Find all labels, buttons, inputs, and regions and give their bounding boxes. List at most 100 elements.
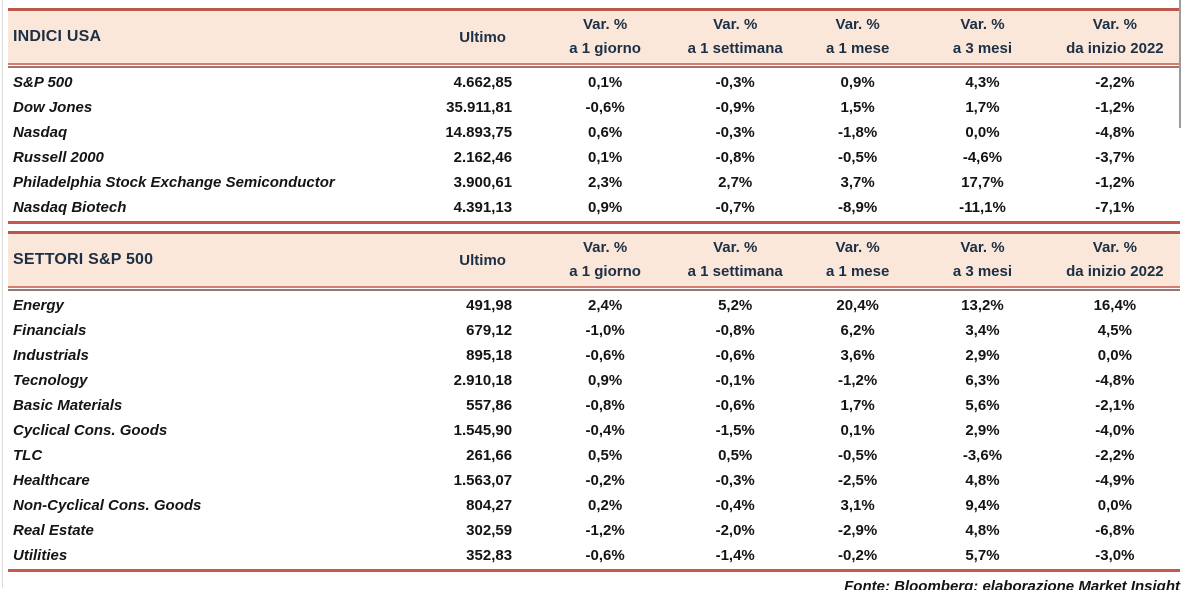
- table-row: Philadelphia Stock Exchange Semiconducto…: [8, 170, 1180, 195]
- var-period: a 1 giorno: [569, 263, 641, 280]
- var-period: da inizio 2022: [1066, 263, 1164, 280]
- row-ultimo-value: 491,98: [466, 297, 513, 314]
- row-var-1-settimana: 2,7%: [718, 174, 753, 191]
- row-var-1-settimana: -0,3%: [715, 124, 755, 141]
- var-label: Var. %: [583, 239, 628, 256]
- var-period: a 3 mesi: [952, 40, 1013, 57]
- row-ultimo-value: 4.391,13: [453, 199, 513, 216]
- row-var-inizio-2022: -1,2%: [1095, 99, 1135, 116]
- row-var-inizio-2022: 4,5%: [1097, 322, 1132, 339]
- row-label: Dow Jones: [13, 99, 93, 116]
- table-row: Nasdaq Biotech 4.391,13 0,9% -0,7% -8,9%…: [8, 195, 1180, 220]
- row-var-inizio-2022: -1,2%: [1095, 174, 1135, 191]
- row-var-1-mese: 0,9%: [840, 74, 875, 91]
- row-var-1-giorno: 2,4%: [588, 297, 623, 314]
- row-label: Energy: [13, 297, 64, 314]
- row-var-inizio-2022: -2,1%: [1095, 397, 1135, 414]
- table-body-settori-sp500: Energy 491,98 2,4% 5,2% 20,4% 13,2% 16,4…: [8, 291, 1180, 572]
- row-ultimo-value: 35.911,81: [446, 99, 513, 116]
- row-var-1-settimana: -0,6%: [715, 347, 755, 364]
- row-label: Financials: [13, 322, 87, 339]
- section-header-rule: SETTORI S&P 500 Ultimo Var. % a 1 giorno…: [8, 231, 1180, 291]
- row-var-1-settimana: -0,1%: [715, 372, 755, 389]
- var-label: Var. %: [960, 16, 1005, 33]
- var-period: a 1 giorno: [569, 40, 641, 57]
- section-indici-usa: INDICI USA Ultimo Var. % a 1 giorno Var.…: [8, 8, 1180, 224]
- var-period: a 3 mesi: [952, 263, 1013, 280]
- row-var-1-giorno: 0,9%: [588, 372, 623, 389]
- row-var-inizio-2022: -6,8%: [1095, 522, 1135, 539]
- table-row: Real Estate 302,59 -1,2% -2,0% -2,9% 4,8…: [8, 518, 1180, 543]
- row-var-inizio-2022: -2,2%: [1095, 447, 1135, 464]
- row-var-3-mesi: 2,9%: [965, 422, 1000, 439]
- col-header-var-1-settimana: Var. % a 1 settimana: [670, 236, 800, 284]
- row-var-1-settimana: -1,4%: [715, 547, 755, 564]
- var-label: Var. %: [583, 16, 628, 33]
- row-var-1-settimana: -0,8%: [715, 322, 755, 339]
- row-var-3-mesi: -4,6%: [962, 149, 1003, 166]
- row-var-3-mesi: 3,4%: [965, 322, 1000, 339]
- row-var-inizio-2022: -7,1%: [1095, 199, 1135, 216]
- row-var-1-settimana: 5,2%: [718, 297, 753, 314]
- col-header-var-1-mese: Var. % a 1 mese: [800, 13, 915, 61]
- row-ultimo-value: 679,12: [466, 322, 513, 339]
- var-period: a 1 settimana: [687, 40, 783, 57]
- row-var-1-mese: -2,5%: [838, 472, 878, 489]
- var-period: a 1 settimana: [687, 263, 783, 280]
- col-header-var-1-giorno: Var. % a 1 giorno: [540, 13, 670, 61]
- row-var-1-giorno: -0,8%: [585, 397, 625, 414]
- row-var-inizio-2022: -4,0%: [1095, 422, 1135, 439]
- row-var-1-mese: 3,7%: [840, 174, 875, 191]
- table-row: Tecnology 2.910,18 0,9% -0,1% -1,2% 6,3%…: [8, 368, 1180, 393]
- table-body-indici-usa: S&P 500 4.662,85 0,1% -0,3% 0,9% 4,3% -2…: [8, 68, 1180, 224]
- row-var-1-settimana: 0,5%: [718, 447, 753, 464]
- row-ultimo-value: 804,27: [466, 497, 513, 514]
- row-var-inizio-2022: -4,8%: [1095, 372, 1135, 389]
- row-var-3-mesi: 2,9%: [965, 347, 1000, 364]
- section-header: INDICI USA Ultimo Var. % a 1 giorno Var.…: [8, 8, 1180, 65]
- row-var-1-settimana: -0,9%: [715, 99, 755, 116]
- col-header-var-1-giorno: Var. % a 1 giorno: [540, 236, 670, 284]
- row-ultimo-value: 1.563,07: [453, 472, 513, 489]
- row-var-1-giorno: 0,5%: [588, 447, 623, 464]
- row-var-inizio-2022: -3,0%: [1095, 547, 1135, 564]
- row-var-3-mesi: 4,8%: [965, 522, 1000, 539]
- row-var-1-settimana: -0,6%: [715, 397, 755, 414]
- row-var-1-giorno: -1,2%: [585, 522, 625, 539]
- row-label: Non-Cyclical Cons. Goods: [13, 497, 202, 514]
- row-var-3-mesi: -11,1%: [959, 199, 1006, 216]
- var-label: Var. %: [1092, 16, 1137, 33]
- row-var-1-settimana: -0,7%: [715, 199, 755, 216]
- row-label: Industrials: [13, 347, 89, 364]
- row-var-1-giorno: 0,2%: [588, 497, 623, 514]
- section-header-rule: INDICI USA Ultimo Var. % a 1 giorno Var.…: [8, 8, 1180, 68]
- var-label: Var. %: [1092, 239, 1137, 256]
- row-var-1-settimana: -0,3%: [715, 74, 755, 91]
- right-edge-line: [1179, 0, 1181, 128]
- row-ultimo-value: 557,86: [466, 397, 513, 414]
- row-var-1-mese: 3,6%: [840, 347, 875, 364]
- row-label: Tecnology: [13, 372, 88, 389]
- row-var-3-mesi: 1,7%: [965, 99, 1000, 116]
- row-var-1-giorno: -0,6%: [585, 347, 625, 364]
- table-row: Energy 491,98 2,4% 5,2% 20,4% 13,2% 16,4…: [8, 293, 1180, 318]
- col-header-var-inizio-2022: Var. % da inizio 2022: [1050, 13, 1180, 61]
- row-label: Real Estate: [13, 522, 94, 539]
- row-var-1-mese: 3,1%: [840, 497, 875, 514]
- row-ultimo-value: 261,66: [466, 447, 513, 464]
- col-header-ultimo: Ultimo: [459, 28, 506, 46]
- row-ultimo-value: 1.545,90: [453, 422, 513, 439]
- row-var-inizio-2022: 0,0%: [1097, 347, 1132, 364]
- row-ultimo-value: 4.662,85: [453, 74, 513, 91]
- row-var-1-mese: 1,7%: [840, 397, 875, 414]
- var-period: a 1 mese: [825, 263, 890, 280]
- row-label: Nasdaq: [13, 124, 68, 141]
- var-label: Var. %: [960, 239, 1005, 256]
- row-var-1-giorno: 2,3%: [588, 174, 623, 191]
- row-var-1-mese: 0,1%: [840, 422, 875, 439]
- row-var-1-settimana: -2,0%: [715, 522, 755, 539]
- row-label: TLC: [13, 447, 43, 464]
- row-var-3-mesi: 13,2%: [961, 297, 1004, 314]
- row-ultimo-value: 302,59: [466, 522, 513, 539]
